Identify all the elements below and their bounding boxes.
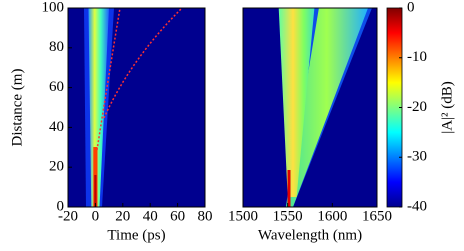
plot-frame (67, 7, 206, 208)
x-tick-label: 1650 (362, 208, 392, 224)
spectrum-image (243, 8, 377, 207)
y-tick-label: 60 (49, 79, 64, 95)
colorbar-tick-label: -30 (407, 149, 427, 165)
x-axis-label: Time (ps) (107, 227, 165, 243)
colorbar-tick-label: -10 (407, 49, 427, 65)
colorbar-tick-label: 0 (407, 0, 415, 15)
x-tick-label: 80 (198, 208, 213, 224)
x-tick-label: 1600 (317, 208, 347, 224)
colorbar-label: |A|² (dB) (439, 81, 455, 134)
colorbar-tick-label: -40 (407, 198, 427, 214)
x-tick-label: 1550 (273, 208, 303, 224)
y-tick-label: 0 (57, 198, 65, 214)
colorbar-tick-label: -20 (407, 99, 427, 115)
y-tick-label: 40 (49, 119, 64, 135)
x-tick-label: 1500 (228, 208, 258, 224)
x-axis-label: Wavelength (nm) (258, 227, 362, 243)
x-tick-label: 0 (92, 208, 100, 224)
x-tick-label: -20 (58, 208, 78, 224)
y-tick-label: 20 (49, 159, 64, 175)
x-tick-label: 20 (115, 208, 130, 224)
heatmap-image (68, 8, 205, 207)
x-tick-label: 40 (143, 208, 158, 224)
y-axis-label: Distance (m) (9, 69, 25, 147)
y-tick-label: 100 (42, 0, 65, 15)
plot-frame (242, 7, 378, 208)
x-tick-label: 60 (170, 208, 185, 224)
y-tick-label: 80 (49, 39, 64, 55)
